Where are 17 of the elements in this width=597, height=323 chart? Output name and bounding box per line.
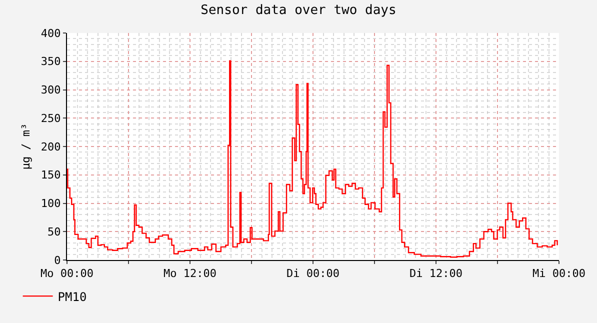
y-tick-label: 200 bbox=[40, 140, 61, 154]
x-tick-label: Di 00:00 bbox=[286, 267, 340, 280]
x-tick-label: Mo 00:00 bbox=[40, 267, 94, 280]
y-tick-label: 0 bbox=[54, 254, 61, 267]
x-tick-label: Mo 12:00 bbox=[164, 267, 216, 280]
chart-title: Sensor data over two days bbox=[200, 2, 396, 18]
x-tick-label: Di 12:00 bbox=[410, 267, 462, 280]
y-tick-label: 300 bbox=[40, 84, 61, 97]
y-tick-label: 350 bbox=[40, 55, 61, 68]
y-tick-label: 100 bbox=[40, 197, 61, 210]
legend-label: PM10 bbox=[58, 290, 87, 304]
y-tick-label: 50 bbox=[48, 225, 61, 238]
y-axis-title: µg / m³ bbox=[20, 123, 33, 170]
y-tick-label: 150 bbox=[40, 168, 61, 182]
y-tick-label: 400 bbox=[40, 26, 61, 40]
x-tick-label: Mi 00:00 bbox=[532, 267, 586, 280]
y-tick-label: 250 bbox=[40, 112, 61, 125]
